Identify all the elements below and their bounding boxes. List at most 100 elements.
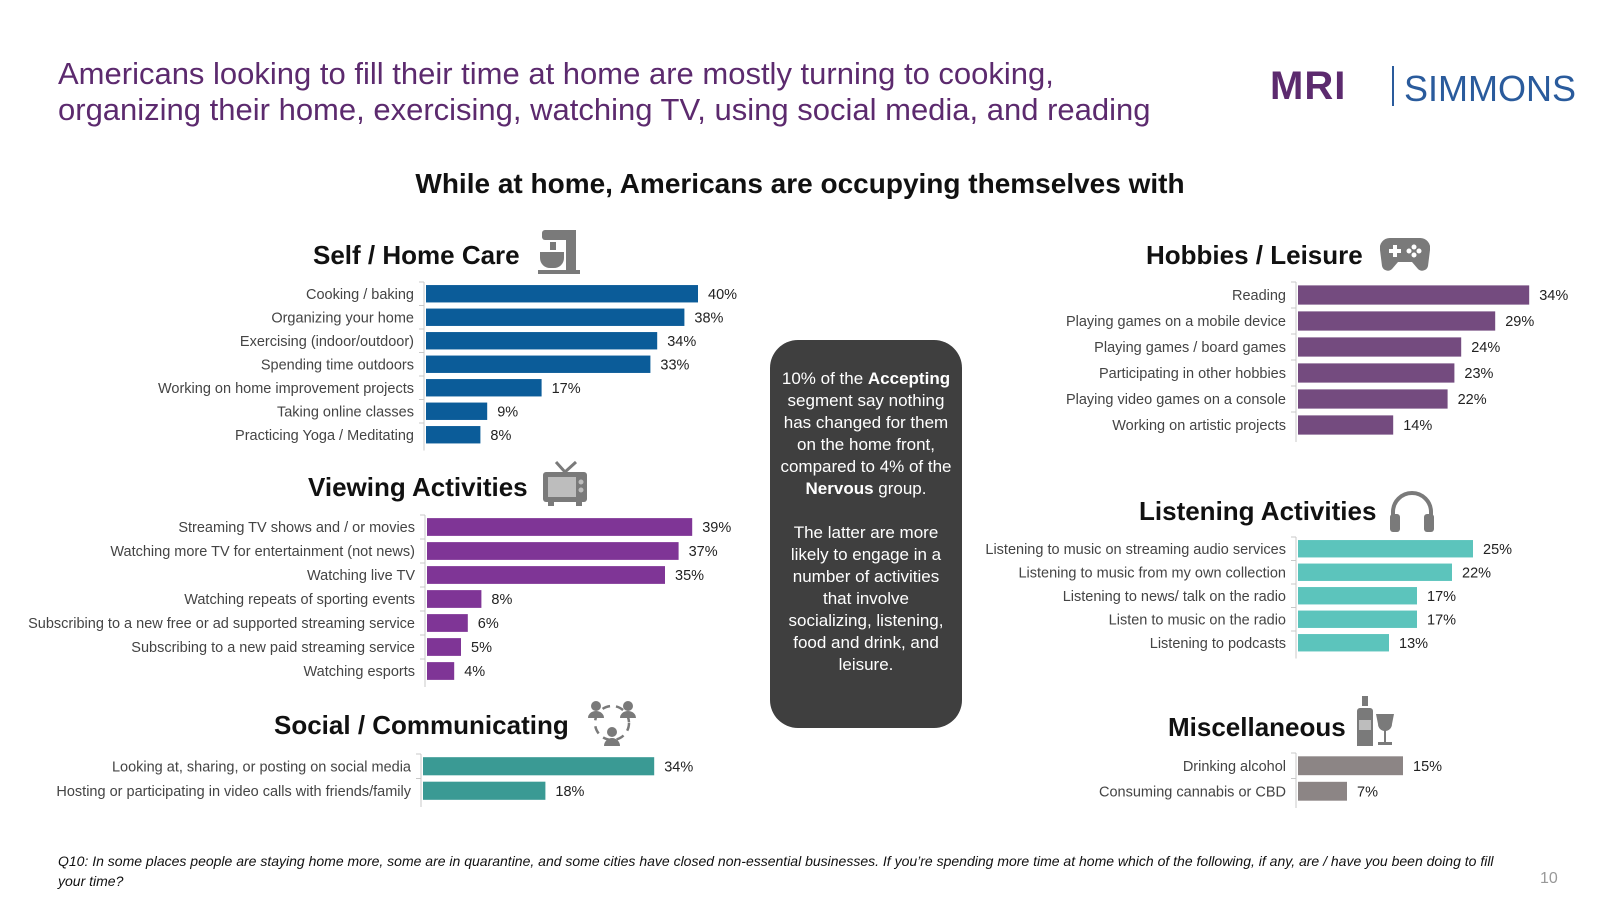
data-label: 24% (1471, 340, 1500, 356)
bar (1298, 781, 1347, 801)
data-label: 25% (1483, 542, 1512, 558)
bar (426, 332, 658, 350)
bar (426, 379, 542, 397)
bar (1298, 415, 1394, 435)
bar (1298, 587, 1417, 605)
bar (1298, 756, 1403, 776)
bar (427, 638, 461, 656)
category-label: Consuming cannabis or CBD (1099, 784, 1286, 800)
data-label: 37% (689, 544, 718, 560)
data-label: 40% (708, 287, 737, 303)
data-label: 38% (694, 310, 723, 326)
data-label: 23% (1464, 366, 1493, 382)
chart-hobbies-leisure: Reading 34% Playing games on a mobile devi… (1066, 281, 1568, 442)
callout-text: 10% of the (781, 369, 864, 388)
page-title-line-2: organizing their home, exercising, watch… (58, 92, 1151, 127)
people-network-icon (588, 701, 636, 746)
callout-emphasis-accepting: Accepting (867, 369, 951, 388)
bar (423, 781, 546, 800)
data-label: 18% (555, 784, 584, 800)
callout-text: segment say nothing has changed for them… (780, 391, 952, 476)
bar (427, 566, 665, 584)
data-label: 33% (660, 357, 689, 373)
callout-paragraph-1: 10% of the Accepting segment say nothing… (780, 368, 952, 500)
category-label: Playing games on a mobile device (1066, 314, 1286, 330)
data-label: 34% (664, 759, 693, 775)
category-label: Subscribing to a new free or ad supporte… (28, 616, 415, 632)
bar (426, 402, 488, 420)
logo-mri-text: MRI (1270, 64, 1347, 108)
data-label: 8% (490, 428, 511, 444)
category-label: Watching more TV for entertainment (not … (110, 544, 415, 560)
headphones-icon (1390, 491, 1434, 532)
chart-listening-activities: Listening to music on streaming audio se… (985, 536, 1512, 659)
callout-paragraph-2: The latter are more likely to engage in … (788, 523, 944, 674)
category-label: Drinking alcohol (1183, 759, 1286, 775)
section-title-listening: Listening Activities (1139, 496, 1377, 526)
data-label: 34% (1539, 288, 1568, 304)
section-title-hobbies: Hobbies / Leisure (1146, 240, 1363, 270)
category-label: Playing video games on a console (1066, 392, 1286, 408)
data-label: 34% (667, 334, 696, 350)
category-label: Playing games / board games (1094, 340, 1286, 356)
category-label: Organizing your home (271, 310, 414, 326)
category-label: Subscribing to a new paid streaming serv… (131, 640, 415, 656)
logo-simmons-text: SIMMONS (1404, 68, 1577, 109)
bar (426, 426, 481, 444)
section-title-self: Self / Home Care (313, 240, 520, 270)
bottle-glass-icon (1357, 696, 1394, 746)
chart-miscellaneous: Drinking alcohol 15% Consuming cannabis or… (1099, 752, 1442, 808)
data-label: 22% (1462, 565, 1491, 581)
category-label: Practicing Yoga / Meditating (235, 428, 414, 444)
data-label: 14% (1403, 418, 1432, 434)
data-label: 17% (1427, 612, 1456, 628)
category-label: Listen to music on the radio (1109, 612, 1286, 628)
page-title-line-1: Americans looking to fill their time at … (58, 56, 1054, 91)
mixer-icon (538, 230, 580, 274)
bar (423, 757, 655, 776)
bar (427, 662, 455, 680)
data-label: 15% (1413, 759, 1442, 775)
category-label: Listening to music on streaming audio se… (985, 542, 1286, 558)
bar (427, 518, 693, 536)
chart-self-home-care: Cooking / baking 40% Organizing your home 3… (158, 281, 737, 451)
category-label: Taking online classes (277, 404, 414, 420)
bar (1298, 363, 1455, 383)
bar (1298, 311, 1496, 331)
data-label: 7% (1357, 784, 1378, 800)
category-label: Watching esports (304, 664, 415, 680)
bar (1298, 634, 1389, 652)
category-label: Streaming TV shows and / or movies (178, 520, 415, 536)
tv-icon (543, 460, 587, 506)
category-label: Working on home improvement projects (158, 381, 414, 397)
chart-subtitle: While at home, Americans are occupying t… (415, 168, 1185, 199)
bar (427, 590, 482, 608)
category-label: Listening to news/ talk on the radio (1063, 589, 1286, 605)
callout-emphasis-nervous: Nervous (805, 479, 874, 498)
section-title-misc: Miscellaneous (1168, 712, 1346, 742)
category-label: Watching live TV (307, 568, 415, 584)
data-label: 6% (478, 616, 499, 632)
bar (426, 355, 651, 373)
bar (426, 285, 698, 303)
section-title-social: Social / Communicating (274, 710, 569, 740)
category-label: Looking at, sharing, or posting on socia… (112, 759, 412, 775)
section-title-viewing: Viewing Activities (308, 472, 528, 502)
callout-text: group. (878, 479, 927, 498)
category-label: Spending time outdoors (261, 357, 414, 373)
category-label: Participating in other hobbies (1099, 366, 1286, 382)
category-label: Watching repeats of sporting events (184, 592, 415, 608)
category-label: Working on artistic projects (1112, 418, 1286, 434)
chart-viewing-activities: Streaming TV shows and / or movies 39% Wat… (28, 514, 731, 687)
data-label: 4% (464, 664, 485, 680)
data-label: 17% (552, 381, 581, 397)
data-label: 13% (1399, 636, 1428, 652)
category-label: Listening to podcasts (1150, 636, 1286, 652)
bar (1298, 285, 1530, 305)
gamepad-icon (1380, 237, 1430, 271)
category-label: Listening to music from my own collectio… (1018, 565, 1286, 581)
bar (1298, 610, 1417, 628)
bar (427, 542, 679, 560)
data-label: 39% (702, 520, 731, 536)
data-label: 22% (1458, 392, 1487, 408)
